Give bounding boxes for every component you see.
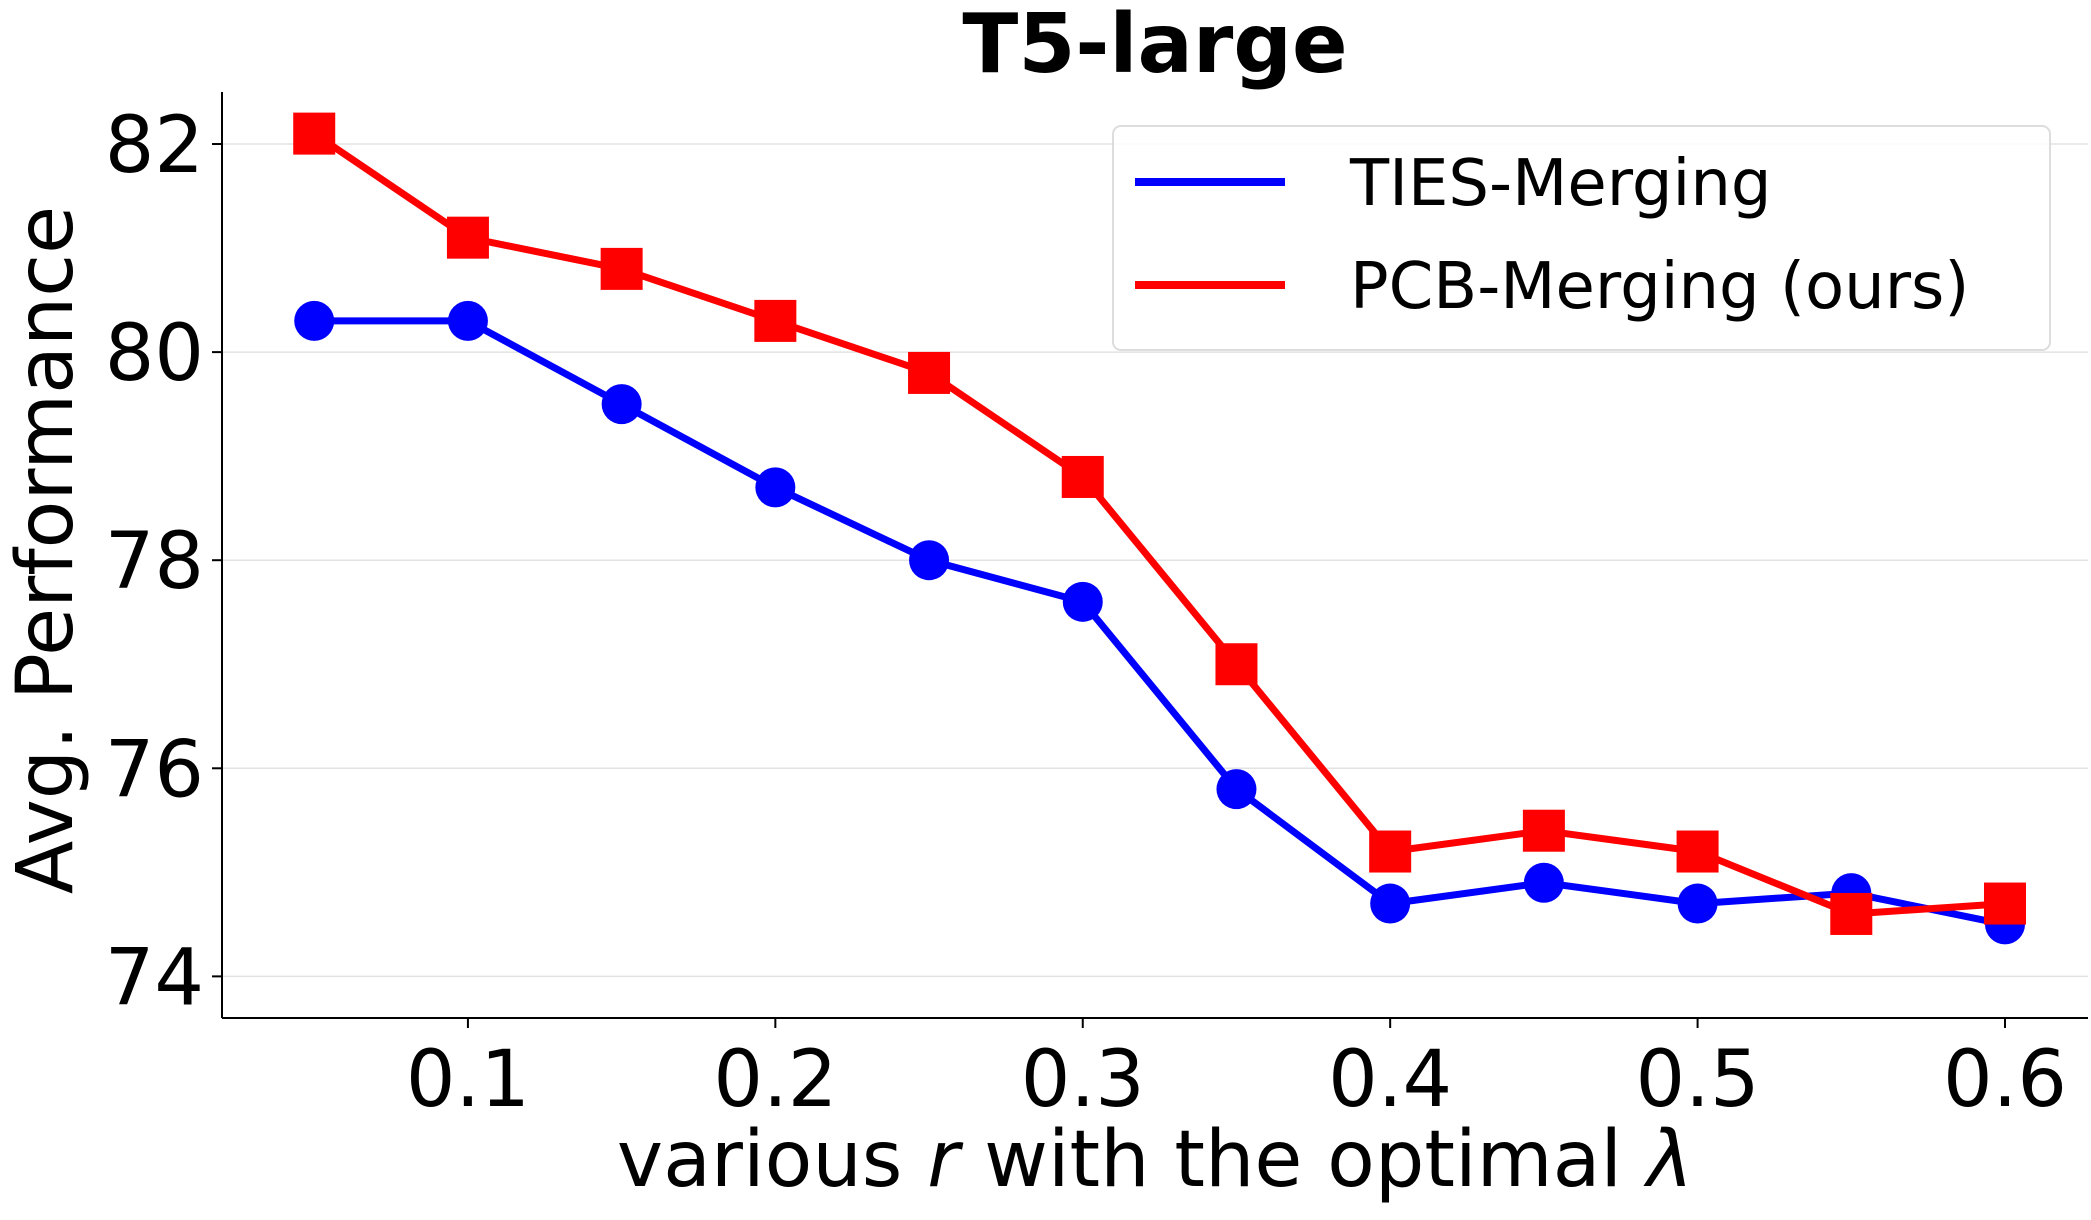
series-line-1 bbox=[312, 130, 2006, 918]
series-0-point-6 bbox=[1216, 769, 1257, 810]
legend-label-ties: TIES-Merging bbox=[1349, 147, 1772, 221]
series-1-point-8 bbox=[1522, 809, 1565, 852]
series-0-point-8 bbox=[1523, 862, 1564, 903]
series-line-0 bbox=[314, 317, 2006, 928]
series-1-point-2 bbox=[600, 247, 643, 290]
series-1-point-0 bbox=[293, 112, 336, 155]
series-0-point-2 bbox=[601, 384, 642, 425]
chart-title: T5-large bbox=[962, 0, 1347, 92]
x-tick-label-0.6: 0.6 bbox=[1943, 1035, 2067, 1125]
y-tick-label-80: 80 bbox=[105, 309, 204, 399]
series-0-point-7 bbox=[1370, 883, 1411, 924]
x-tick-label-0.3: 0.3 bbox=[1021, 1035, 1145, 1125]
x-axis-label: various r with the optimal λ bbox=[617, 1115, 1693, 1205]
series-1-point-1 bbox=[446, 216, 489, 259]
y-tick-label-76: 76 bbox=[105, 725, 204, 815]
x-axis-label-prefix: various bbox=[617, 1115, 927, 1205]
series-0-point-4 bbox=[909, 540, 950, 581]
x-tick-label-0.2: 0.2 bbox=[713, 1035, 837, 1125]
y-tick-label-74: 74 bbox=[105, 933, 204, 1023]
series-1-point-11 bbox=[1983, 882, 2026, 925]
series-0-point-0 bbox=[294, 300, 335, 341]
series-layer bbox=[293, 112, 2026, 945]
y-tick-label-78: 78 bbox=[105, 517, 204, 607]
x-tick-label-0.5: 0.5 bbox=[1636, 1035, 1760, 1125]
series-0 bbox=[294, 300, 2025, 945]
legend-frame bbox=[1112, 125, 2051, 351]
x-axis-label-middle: with the optimal bbox=[959, 1115, 1647, 1205]
x-tick-label-0.1: 0.1 bbox=[406, 1035, 530, 1125]
series-0-point-9 bbox=[1677, 883, 1718, 924]
y-tick-label-82: 82 bbox=[105, 101, 204, 191]
series-1-point-10 bbox=[1830, 892, 1873, 935]
y-axis-label: Avg. Performance bbox=[1, 206, 91, 894]
series-1-point-4 bbox=[908, 351, 951, 394]
series-1-point-9 bbox=[1676, 830, 1719, 873]
series-1-point-7 bbox=[1369, 830, 1412, 873]
legend: TIES-Merging PCB-Merging (ours) bbox=[1112, 125, 2051, 351]
axes-layer: 74 76 78 80 82 0.1 0.2 0.3 0.4 0.5 0.6 bbox=[105, 92, 2088, 1125]
series-0-point-1 bbox=[447, 300, 488, 341]
series-0-point-5 bbox=[1062, 581, 1103, 622]
series-1-point-5 bbox=[1061, 455, 1104, 498]
series-0-point-3 bbox=[755, 467, 796, 508]
legend-label-pcb: PCB-Merging (ours) bbox=[1350, 250, 1969, 324]
series-1-point-3 bbox=[754, 299, 797, 342]
series-1-point-6 bbox=[1215, 643, 1258, 686]
x-axis-label-variable: r bbox=[927, 1115, 964, 1205]
series-1 bbox=[293, 112, 2026, 935]
x-tick-label-0.4: 0.4 bbox=[1328, 1035, 1452, 1125]
x-axis-label-symbol: λ bbox=[1643, 1115, 1693, 1205]
